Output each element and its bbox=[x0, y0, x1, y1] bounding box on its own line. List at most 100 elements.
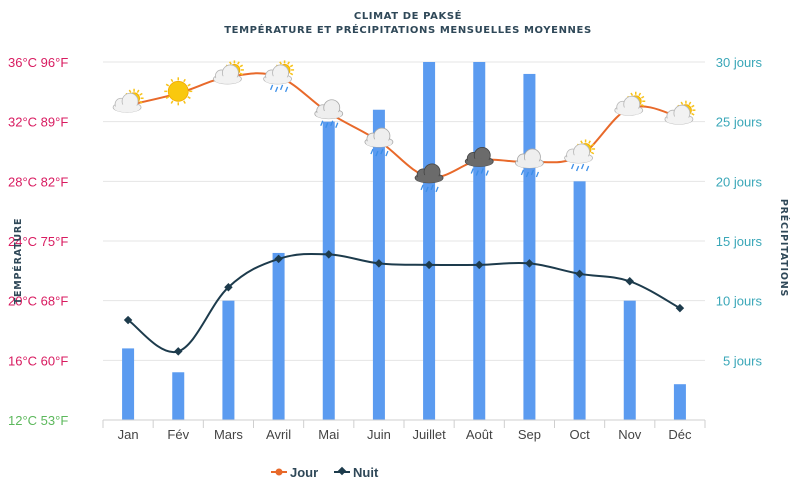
sun-cloud-rain-icon bbox=[564, 139, 596, 172]
nuit-point bbox=[374, 259, 384, 268]
chart-title: CLIMAT DE PAKSÉ bbox=[354, 9, 462, 22]
y-tick-left-label: 20°C 68°F bbox=[8, 294, 68, 309]
rain-drop bbox=[430, 184, 434, 191]
cloud-fill bbox=[416, 174, 443, 183]
sun-ray bbox=[183, 78, 186, 83]
rain-drop bbox=[330, 120, 334, 126]
sun-ray bbox=[136, 89, 140, 94]
rain-drop bbox=[284, 86, 289, 93]
sun-ray bbox=[187, 96, 191, 99]
nuit-point bbox=[575, 269, 584, 279]
sun-ray bbox=[590, 151, 595, 155]
rain-drop bbox=[385, 150, 389, 157]
rain-drop bbox=[575, 165, 580, 172]
sun-ray bbox=[229, 61, 232, 65]
legend-nuit-marker bbox=[337, 466, 347, 476]
sun-ray bbox=[237, 61, 240, 65]
sun-ray bbox=[638, 92, 642, 96]
sun-ray bbox=[165, 96, 170, 99]
x-tick-label: Juin bbox=[367, 427, 391, 442]
y-axis-right-label: PRÉCIPITATIONS bbox=[778, 199, 790, 297]
sun-ray bbox=[641, 95, 645, 99]
x-tick-label: Déc bbox=[668, 427, 692, 442]
precip-bar bbox=[172, 372, 185, 420]
sun-ray bbox=[289, 72, 294, 76]
cloud-rain-icon bbox=[364, 127, 394, 157]
rain-drop bbox=[425, 186, 429, 193]
legend-jour-marker bbox=[275, 468, 283, 476]
rain-drop bbox=[269, 84, 274, 91]
sun-ray bbox=[641, 103, 645, 107]
cloud-fill bbox=[365, 139, 392, 148]
rain-drop bbox=[475, 170, 479, 176]
nuit-point bbox=[324, 250, 333, 259]
rain-drop bbox=[320, 120, 324, 126]
precip-bar bbox=[673, 384, 686, 420]
sun-ray bbox=[680, 101, 684, 105]
y-tick-left-label: 32°C 89°F bbox=[8, 115, 68, 130]
y-tick-left-label: 28°C 82°F bbox=[8, 174, 68, 189]
sun-ray bbox=[239, 72, 244, 76]
rain-drop bbox=[580, 163, 585, 170]
precip-bar bbox=[272, 252, 285, 420]
line-nuit bbox=[127, 252, 681, 354]
precip-bar bbox=[122, 348, 135, 420]
precip-bar bbox=[322, 121, 335, 421]
sun-ray bbox=[590, 143, 595, 147]
rain-drop bbox=[279, 84, 284, 91]
precip-bar bbox=[473, 62, 486, 420]
cloud-fill bbox=[466, 158, 493, 167]
rain-drop bbox=[380, 148, 384, 155]
sun-cloud-icon bbox=[213, 60, 244, 85]
cloud-fill bbox=[214, 75, 241, 84]
y-tick-left-label: 16°C 60°F bbox=[8, 353, 68, 368]
y-tick-right-label: 10 jours bbox=[716, 294, 763, 309]
y-tick-left-label: 36°C 96°F bbox=[8, 55, 68, 70]
sun-cloud-icon bbox=[112, 88, 144, 113]
x-tick-label: Jan bbox=[118, 427, 139, 442]
sun-cloud-rain-icon bbox=[263, 60, 295, 93]
y-tick-right-label: 30 jours bbox=[716, 55, 763, 70]
precip-bar bbox=[573, 181, 586, 420]
rain-drop bbox=[585, 165, 590, 172]
cloud-fill bbox=[114, 104, 141, 113]
nuit-point bbox=[475, 260, 484, 270]
temperature-lines bbox=[123, 72, 685, 356]
nuit-point bbox=[625, 277, 634, 286]
sun-ray bbox=[580, 140, 583, 144]
sun-ray bbox=[239, 64, 244, 68]
x-tick-label: Août bbox=[466, 427, 493, 442]
line-jour bbox=[127, 72, 681, 179]
cloud-rain-icon bbox=[314, 99, 344, 128]
sun-ray bbox=[165, 83, 170, 87]
nuit-point bbox=[274, 254, 283, 264]
grid-lines bbox=[103, 61, 705, 421]
rain-drop bbox=[520, 169, 525, 176]
sun-ray bbox=[691, 112, 695, 116]
nuit-point bbox=[224, 282, 233, 292]
rain-drop bbox=[525, 171, 530, 178]
cloud-fill bbox=[516, 159, 543, 168]
legend-item-nuit[interactable]: Nuit bbox=[334, 465, 379, 480]
rain-drop bbox=[335, 122, 339, 128]
x-tick-label: Mars bbox=[214, 427, 243, 442]
sun-ray bbox=[688, 101, 692, 105]
sun-cloud-icon bbox=[614, 91, 646, 116]
rain-drop bbox=[485, 170, 489, 176]
sun-disc bbox=[167, 80, 189, 102]
y-tick-right-label: 15 jours bbox=[716, 234, 763, 249]
rain-drop bbox=[535, 171, 540, 178]
nuit-point bbox=[424, 260, 434, 270]
storm-cloud-icon bbox=[464, 147, 494, 176]
y-tick-right-label: 5 jours bbox=[723, 353, 763, 368]
rain-drop bbox=[570, 163, 575, 170]
sun-ray bbox=[287, 61, 290, 65]
legend-item-jour[interactable]: Jour bbox=[271, 465, 318, 480]
sun-icon bbox=[164, 77, 193, 106]
legend-nuit-label: Nuit bbox=[353, 465, 379, 480]
sun-ray bbox=[630, 92, 634, 96]
sun-ray bbox=[691, 104, 695, 108]
rain-drop bbox=[480, 168, 484, 174]
x-tick-label: Oct bbox=[569, 427, 590, 442]
